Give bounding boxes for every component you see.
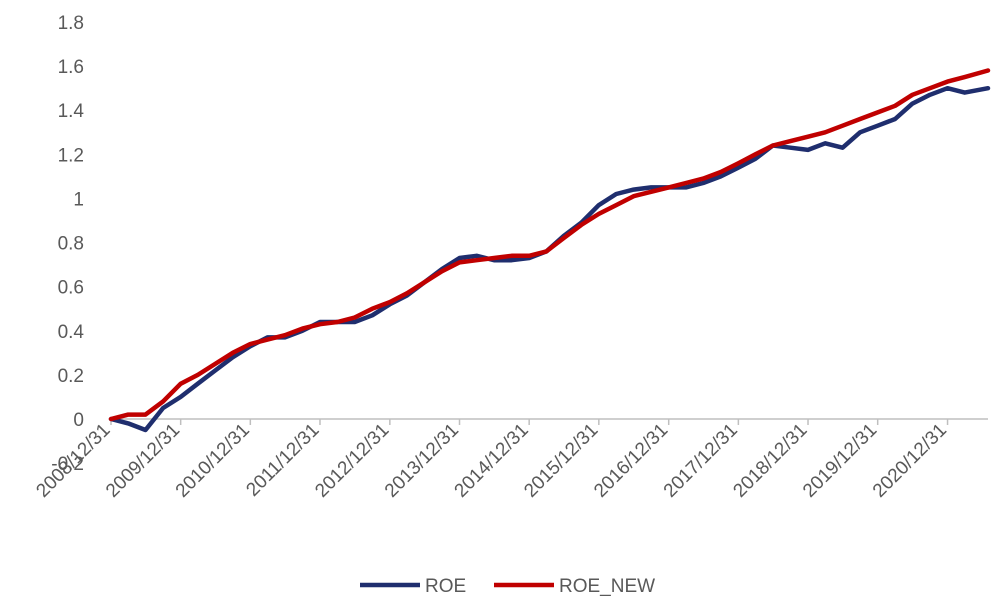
x-tick-label: 2010/12/31 [172, 420, 254, 502]
series-line-roe [108, 85, 991, 433]
y-axis-ticks: -0.2 0 0.2 0.4 0.6 0.8 1 1.2 1.4 1.6 1.8 [51, 13, 84, 475]
legend-label: ROE_NEW [559, 576, 655, 597]
x-tick-label: 2014/12/31 [451, 420, 533, 502]
x-tick-label: 2016/12/31 [590, 420, 672, 502]
y-tick-label: 0.8 [58, 234, 84, 255]
y-tick-label: 0.6 [58, 278, 84, 299]
y-tick-label: 1.8 [58, 13, 84, 34]
x-tick-label: 2011/12/31 [242, 420, 323, 501]
y-tick-label: -0.2 [51, 454, 84, 475]
y-tick-label: 1.2 [58, 145, 84, 166]
x-tick-label: 2019/12/31 [799, 420, 881, 502]
x-tick-label: 2015/12/31 [520, 420, 602, 502]
x-tick-label: 2017/12/31 [660, 420, 742, 502]
x-tick-label: 2020/12/31 [869, 420, 951, 502]
x-tick-label: 2008/12/31 [32, 420, 114, 502]
y-tick-label: 1 [73, 189, 84, 210]
legend: ROE ROE_NEW [360, 576, 655, 597]
y-tick-label: 1.4 [58, 101, 85, 122]
x-tick-label: 2013/12/31 [381, 420, 463, 502]
legend-label: ROE [425, 576, 466, 597]
plot-area [108, 68, 991, 433]
x-tick-label: 2018/12/31 [729, 420, 811, 502]
x-tick-label: 2012/12/31 [311, 420, 393, 502]
x-axis-ticks: 2008/12/312009/12/312010/12/312011/12/31… [32, 419, 951, 502]
y-tick-label: 0.2 [58, 366, 84, 387]
y-tick-label: 1.6 [58, 57, 84, 78]
y-tick-label: 0.4 [58, 322, 85, 343]
y-tick-label: 0 [73, 410, 84, 431]
series-line-roe-new [108, 68, 991, 422]
x-tick-label: 2009/12/31 [102, 420, 184, 502]
